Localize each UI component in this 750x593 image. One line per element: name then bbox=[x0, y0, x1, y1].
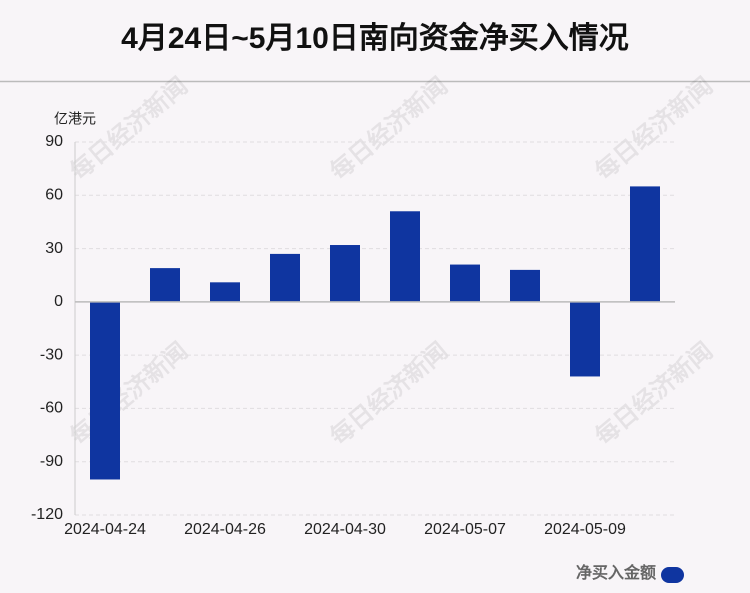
bar bbox=[210, 282, 240, 302]
y-tick-label: 0 bbox=[54, 293, 63, 310]
bar bbox=[90, 301, 120, 480]
x-tick-label: 2024-04-24 bbox=[64, 521, 146, 538]
y-tick-label: 30 bbox=[45, 240, 63, 257]
y-tick-label: -30 bbox=[40, 346, 63, 363]
y-tick-label: -90 bbox=[40, 453, 63, 470]
legend-label: 净买入金额 bbox=[576, 563, 656, 582]
bar bbox=[390, 211, 420, 302]
bar bbox=[630, 186, 660, 302]
bar bbox=[150, 268, 180, 302]
x-tick-label: 2024-05-09 bbox=[544, 521, 626, 538]
y-axis-unit: 亿港元 bbox=[54, 111, 96, 127]
chart-title: 4月24日~5月10日南向资金净买入情况 bbox=[121, 21, 629, 55]
bar bbox=[330, 245, 360, 302]
x-tick-label: 2024-04-30 bbox=[304, 521, 386, 538]
bar bbox=[450, 264, 480, 302]
x-tick-label: 2024-05-07 bbox=[424, 521, 506, 538]
y-tick-label: -120 bbox=[31, 506, 63, 523]
y-tick-label: 90 bbox=[45, 133, 63, 150]
bar bbox=[510, 269, 540, 302]
y-tick-label: 60 bbox=[45, 187, 63, 204]
bar bbox=[570, 301, 600, 377]
legend-swatch bbox=[661, 567, 684, 583]
x-tick-label: 2024-04-26 bbox=[184, 521, 266, 538]
y-tick-label: -60 bbox=[40, 400, 63, 417]
bar bbox=[270, 253, 300, 302]
